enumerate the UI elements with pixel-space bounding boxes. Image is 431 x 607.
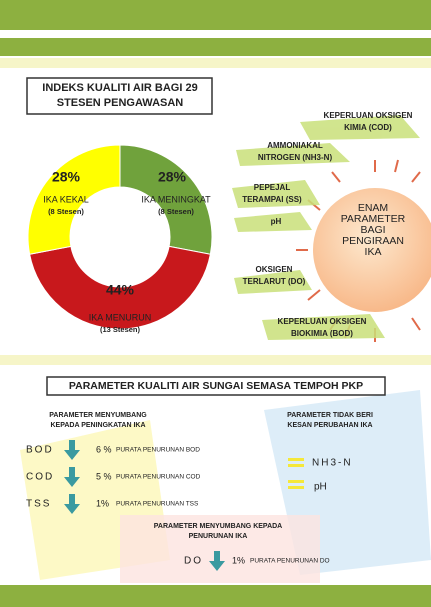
- chart-title: STESEN PENGAWASAN: [57, 97, 184, 109]
- arrow: [209, 551, 225, 571]
- parameter: KEPERLUAN OKSIGEN: [324, 111, 413, 120]
- donut: [27, 144, 213, 330]
- value-label: 28%: [158, 169, 187, 185]
- bullet: [288, 480, 304, 483]
- section-title: PARAMETER KUALITI AIR SUNGAI SEMASA TEMP…: [69, 380, 363, 392]
- description: PURATA PENURUNAN COD: [116, 474, 201, 481]
- parameter-code: DO: [184, 556, 203, 567]
- item: NH3-N: [312, 458, 353, 469]
- category-label: IKA MENINGKAT: [141, 194, 211, 204]
- arrow: [64, 494, 80, 514]
- value-label: 44%: [106, 282, 135, 298]
- top-band: [0, 0, 431, 30]
- percent: 1%: [232, 555, 245, 565]
- bg-shape: [120, 515, 320, 583]
- value-label: 28%: [52, 169, 81, 185]
- heading: KESAN PERUBAHAN IKA: [287, 422, 372, 429]
- parameter: KIMIA (COD): [344, 123, 392, 132]
- parameter: BIOKIMIA (BOD): [291, 329, 353, 338]
- parameter: TERAMPAI (SS): [242, 195, 302, 204]
- parameter: NITROGEN (NH3-N): [258, 153, 333, 162]
- parameter: KEPERLUAN OKSIGEN: [278, 317, 367, 326]
- bullet: [288, 458, 304, 461]
- note: (8 Stesen): [158, 207, 194, 216]
- heading: PARAMETER TIDAK BERI: [287, 412, 373, 419]
- parameter-code: COD: [26, 472, 54, 483]
- title-box: [26, 77, 213, 115]
- parameter-code: BOD: [26, 445, 54, 456]
- heading: PARAMETER MENYUMBANG KEPADA: [154, 523, 282, 530]
- sun-label: PARAMETER: [341, 213, 406, 225]
- stripe: [0, 355, 431, 365]
- arrow: [64, 440, 80, 460]
- chart-title: INDEKS KUALITI AIR BAGI 29: [42, 82, 197, 94]
- category-label: IKA KEKAL: [43, 194, 89, 204]
- percent: 5 %: [96, 471, 112, 481]
- stripe: [0, 58, 431, 68]
- rows: BOD 6 % PURATA PENURUNAN BOD COD 5 % PURATA P…: [26, 440, 330, 571]
- percent: 6 %: [96, 444, 112, 454]
- parameter: TERLARUT (DO): [243, 277, 306, 286]
- brush-strokes: [232, 115, 420, 340]
- donut-segment: [29, 245, 211, 330]
- sun-label: BAGI: [360, 224, 385, 236]
- parameter-code: TSS: [26, 499, 51, 510]
- sun-label: IKA: [365, 246, 382, 258]
- bottom-band: [0, 585, 431, 607]
- parameter: OKSIGEN: [256, 265, 293, 274]
- bullet: [288, 486, 304, 489]
- percent: 1%: [96, 498, 109, 508]
- heading: PARAMETER MENYUMBANG: [49, 412, 147, 419]
- item: pH: [314, 482, 327, 493]
- parameter: PEPEJAL: [254, 183, 291, 192]
- parameter: pH: [271, 217, 282, 226]
- section-title-box: [46, 376, 386, 396]
- parameter: AMMONIAKAL: [267, 141, 323, 150]
- sun-label: ENAM: [358, 202, 388, 214]
- note: (13 Stesen): [100, 325, 141, 334]
- heading: KEPADA PENINGKATAN IKA: [50, 422, 145, 429]
- category-label: IKA MENURUN: [89, 312, 152, 322]
- sun: [313, 188, 431, 312]
- arrow: [64, 467, 80, 487]
- description: PURATA PENURUNAN BOD: [116, 447, 200, 454]
- description: PURATA PENURUNAN DO: [250, 558, 330, 565]
- bullet: [288, 464, 304, 467]
- sun-label: PENGIRAAN: [342, 235, 404, 247]
- top-band: [0, 38, 431, 56]
- heading: PENURUNAN IKA: [189, 533, 248, 540]
- note: (8 Stesen): [48, 207, 84, 216]
- donut-segment: [27, 144, 121, 255]
- description: PURATA PENURUNAN TSS: [116, 501, 199, 508]
- donut-segment: [119, 144, 213, 255]
